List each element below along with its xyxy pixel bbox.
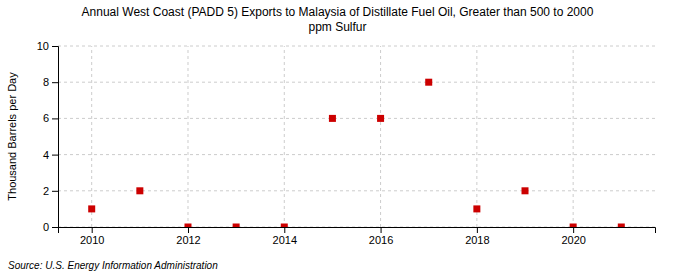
title-line: ppm Sulfur [308,20,366,34]
y-axis: 0 2 4 6 8 10 [37,40,59,233]
y-tick-label: 0 [43,221,49,233]
point [377,115,384,122]
x-tick-label: 2018 [465,234,489,246]
x-tick-mark [477,227,478,233]
y-tick-mark [52,191,58,192]
x-tick-label: 2012 [176,234,200,246]
y-tick-mark [52,82,58,83]
point [281,224,288,228]
grid-line-y [58,154,655,155]
x-tick-mark [188,227,189,233]
y-tick: 10 [37,40,58,52]
point [136,187,143,194]
plot-area [88,79,625,227]
title: Annual West Coast (PADD 5) Exports to Ma… [82,5,594,34]
y-tick: 8 [43,76,58,88]
x-axis-line [59,228,656,234]
grid-line-y [58,118,655,119]
x-tick-mark [284,227,285,233]
grid-line-y [58,46,655,47]
point [184,224,191,228]
y-tick: 6 [43,112,58,124]
y-tick-label: 6 [43,112,49,124]
grid-line-x [187,46,188,227]
grid-line-y [58,190,655,191]
grid-line-x [573,46,574,227]
y-axis-label: Thousand Barrels per Day [6,72,18,201]
y-tick-mark [52,46,58,47]
y-tick-label: 2 [43,185,49,197]
chart: 2010 2012 2014 2016 2018 2020 0 2 4 6 8 10 Annual We… [0,0,675,275]
x-tick: 2018 [465,227,489,246]
y-tick: 4 [43,149,58,161]
point [88,205,95,212]
point [233,224,240,228]
grid [58,46,655,227]
point [425,79,432,86]
y-tick-mark [52,227,58,228]
point [570,224,577,228]
y-tick: 2 [43,185,58,197]
x-tick-label: 2010 [80,234,104,246]
y-tick-mark [52,118,58,119]
y-tick-mark [52,155,58,156]
y-tick-label: 8 [43,76,49,88]
x-tick-mark [573,227,574,233]
x-tick-label: 2020 [561,234,585,246]
grid-line-x [91,46,92,227]
x-axis: 2010 2012 2014 2016 2018 2020 [59,227,656,246]
source-note: Source: U.S. Energy Information Administ… [8,260,218,271]
y-axis-line [52,47,59,228]
grid-line-x [476,46,477,227]
x-tick: 2020 [561,227,585,246]
x-tick: 2010 [80,227,104,246]
x-tick: 2014 [273,227,297,246]
point [522,187,529,194]
title-line: Annual West Coast (PADD 5) Exports to Ma… [82,5,594,19]
grid-line-y [58,82,655,83]
grid-line-x [380,46,381,227]
y-tick-label: 10 [37,40,49,52]
point [618,224,625,228]
y-tick-label: 4 [43,149,49,161]
y-tick: 0 [43,221,58,233]
x-tick: 2016 [369,227,393,246]
point [329,115,336,122]
point [473,205,480,212]
grid-line-x [284,46,285,227]
x-tick-label: 2016 [369,234,393,246]
chart-container: 2010 2012 2014 2016 2018 2020 0 2 4 6 8 10 Annual We… [0,0,675,275]
x-tick-mark [381,227,382,233]
x-tick-label: 2014 [273,234,297,246]
x-tick-mark [92,227,93,233]
x-tick: 2012 [176,227,200,246]
